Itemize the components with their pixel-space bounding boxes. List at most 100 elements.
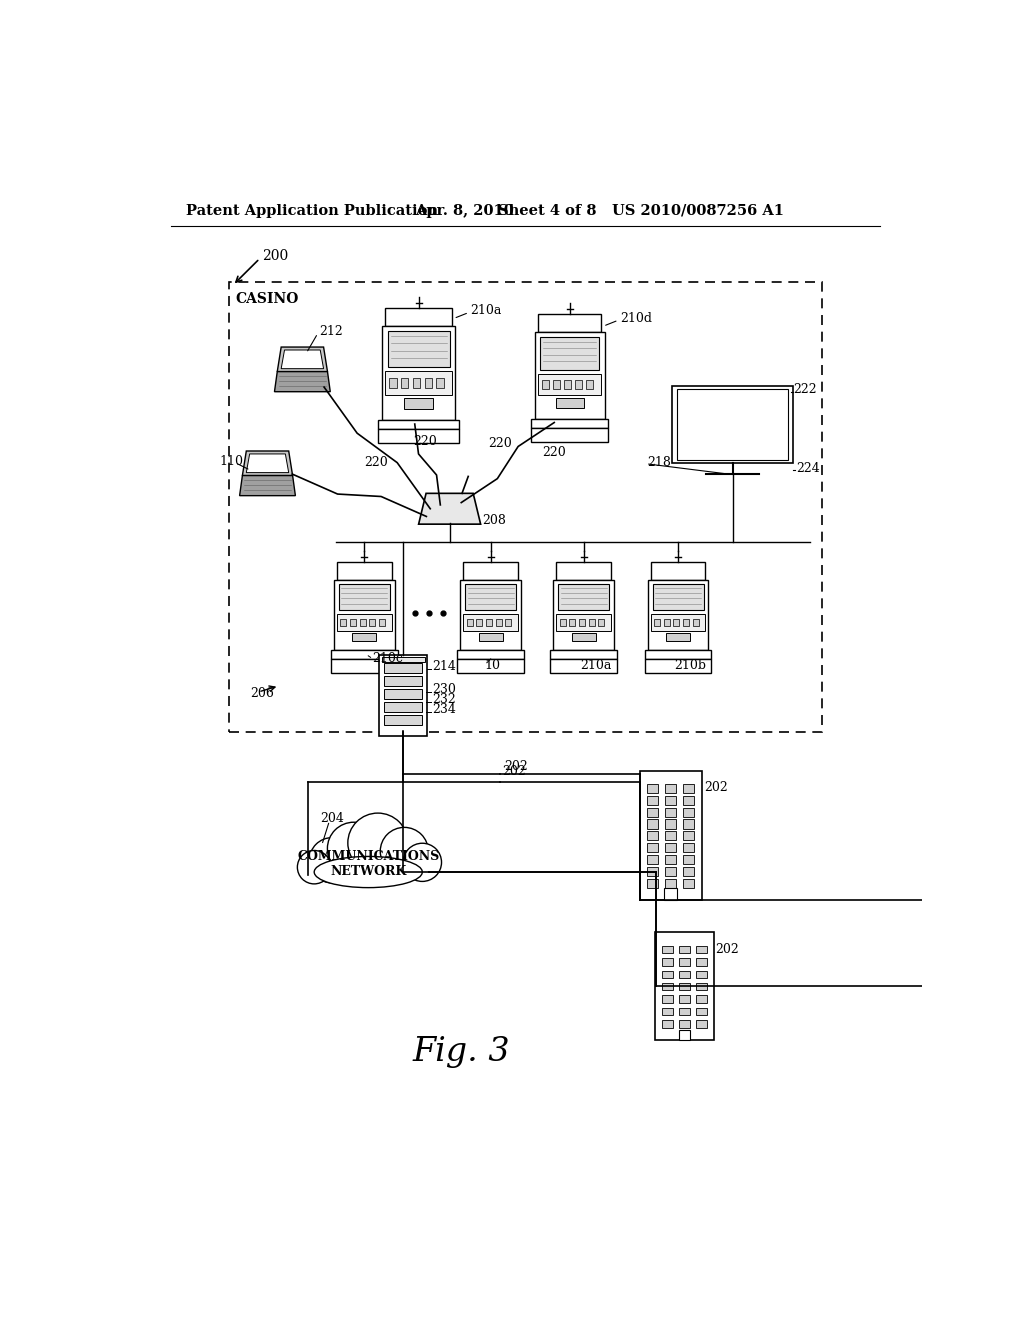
Ellipse shape bbox=[314, 857, 422, 887]
FancyBboxPatch shape bbox=[403, 397, 433, 409]
Text: CASINO: CASINO bbox=[234, 292, 298, 305]
Text: COMMUNICATIONS
NETWORK: COMMUNICATIONS NETWORK bbox=[297, 850, 439, 879]
FancyBboxPatch shape bbox=[339, 583, 390, 610]
FancyBboxPatch shape bbox=[679, 1020, 690, 1028]
Text: 202: 202 bbox=[504, 760, 527, 774]
FancyBboxPatch shape bbox=[696, 1007, 707, 1015]
FancyBboxPatch shape bbox=[646, 820, 657, 829]
FancyBboxPatch shape bbox=[696, 983, 707, 990]
FancyBboxPatch shape bbox=[677, 389, 787, 459]
FancyBboxPatch shape bbox=[465, 583, 516, 610]
FancyBboxPatch shape bbox=[308, 862, 428, 891]
FancyBboxPatch shape bbox=[651, 562, 706, 581]
Text: Patent Application Publication: Patent Application Publication bbox=[186, 203, 438, 218]
FancyBboxPatch shape bbox=[646, 784, 657, 793]
Text: 202: 202 bbox=[503, 764, 526, 777]
Text: 220: 220 bbox=[488, 437, 512, 450]
Text: 202: 202 bbox=[703, 781, 728, 795]
FancyBboxPatch shape bbox=[665, 832, 676, 841]
Text: 230: 230 bbox=[432, 684, 457, 696]
FancyBboxPatch shape bbox=[587, 380, 594, 389]
FancyBboxPatch shape bbox=[425, 379, 432, 388]
Text: 220: 220 bbox=[365, 455, 388, 469]
FancyBboxPatch shape bbox=[683, 843, 694, 853]
FancyBboxPatch shape bbox=[378, 429, 459, 444]
FancyBboxPatch shape bbox=[693, 619, 698, 626]
FancyBboxPatch shape bbox=[645, 649, 712, 659]
FancyBboxPatch shape bbox=[385, 308, 452, 326]
FancyBboxPatch shape bbox=[679, 970, 690, 978]
FancyBboxPatch shape bbox=[663, 945, 673, 953]
Text: 202: 202 bbox=[716, 942, 739, 956]
FancyBboxPatch shape bbox=[665, 796, 676, 805]
FancyBboxPatch shape bbox=[679, 1007, 690, 1015]
FancyBboxPatch shape bbox=[384, 715, 422, 725]
Text: 10: 10 bbox=[484, 659, 501, 672]
FancyBboxPatch shape bbox=[531, 428, 608, 442]
FancyBboxPatch shape bbox=[558, 583, 609, 610]
Circle shape bbox=[309, 838, 355, 883]
Text: 220: 220 bbox=[414, 436, 437, 449]
FancyBboxPatch shape bbox=[663, 1007, 673, 1015]
Text: 210c: 210c bbox=[372, 652, 403, 665]
Circle shape bbox=[348, 813, 408, 873]
FancyBboxPatch shape bbox=[542, 380, 549, 389]
Polygon shape bbox=[247, 454, 289, 473]
FancyBboxPatch shape bbox=[683, 855, 694, 865]
FancyBboxPatch shape bbox=[458, 659, 524, 673]
FancyBboxPatch shape bbox=[683, 808, 694, 817]
Text: 208: 208 bbox=[482, 513, 506, 527]
FancyBboxPatch shape bbox=[696, 995, 707, 1003]
FancyBboxPatch shape bbox=[485, 619, 492, 626]
FancyBboxPatch shape bbox=[413, 379, 420, 388]
FancyBboxPatch shape bbox=[683, 619, 689, 626]
Text: 234: 234 bbox=[432, 704, 457, 717]
Polygon shape bbox=[274, 372, 331, 392]
Polygon shape bbox=[240, 475, 295, 496]
FancyBboxPatch shape bbox=[646, 843, 657, 853]
FancyBboxPatch shape bbox=[648, 581, 709, 649]
FancyBboxPatch shape bbox=[384, 663, 422, 673]
FancyBboxPatch shape bbox=[655, 932, 714, 1040]
FancyBboxPatch shape bbox=[696, 1020, 707, 1028]
Circle shape bbox=[380, 828, 428, 875]
FancyBboxPatch shape bbox=[401, 379, 409, 388]
Text: 210a: 210a bbox=[580, 659, 611, 672]
Text: Apr. 8, 2010: Apr. 8, 2010 bbox=[415, 203, 513, 218]
FancyBboxPatch shape bbox=[535, 333, 604, 418]
Text: Fig. 3: Fig. 3 bbox=[413, 1036, 510, 1068]
Text: 220: 220 bbox=[543, 446, 566, 459]
FancyBboxPatch shape bbox=[476, 619, 482, 626]
FancyBboxPatch shape bbox=[559, 619, 565, 626]
FancyBboxPatch shape bbox=[539, 374, 601, 396]
Text: 232: 232 bbox=[432, 693, 457, 706]
FancyBboxPatch shape bbox=[539, 314, 601, 333]
FancyBboxPatch shape bbox=[370, 619, 375, 626]
FancyBboxPatch shape bbox=[379, 655, 427, 737]
FancyBboxPatch shape bbox=[663, 995, 673, 1003]
FancyBboxPatch shape bbox=[683, 784, 694, 793]
FancyBboxPatch shape bbox=[378, 420, 459, 429]
FancyBboxPatch shape bbox=[569, 619, 575, 626]
FancyBboxPatch shape bbox=[551, 659, 616, 673]
FancyBboxPatch shape bbox=[696, 945, 707, 953]
FancyBboxPatch shape bbox=[467, 619, 472, 626]
FancyBboxPatch shape bbox=[679, 1031, 690, 1040]
FancyBboxPatch shape bbox=[683, 867, 694, 876]
FancyBboxPatch shape bbox=[679, 958, 690, 966]
FancyBboxPatch shape bbox=[683, 820, 694, 829]
FancyBboxPatch shape bbox=[554, 581, 614, 649]
Text: 210d: 210d bbox=[621, 312, 652, 325]
FancyBboxPatch shape bbox=[389, 379, 396, 388]
FancyBboxPatch shape bbox=[663, 1020, 673, 1028]
Polygon shape bbox=[282, 350, 324, 368]
Text: Sheet 4 of 8: Sheet 4 of 8 bbox=[498, 203, 596, 218]
Bar bbox=[228, 281, 821, 733]
FancyBboxPatch shape bbox=[464, 562, 518, 581]
FancyBboxPatch shape bbox=[382, 326, 456, 420]
Text: 214: 214 bbox=[432, 660, 457, 673]
FancyBboxPatch shape bbox=[598, 619, 604, 626]
FancyBboxPatch shape bbox=[458, 649, 524, 659]
FancyBboxPatch shape bbox=[340, 619, 346, 626]
FancyBboxPatch shape bbox=[645, 659, 712, 673]
